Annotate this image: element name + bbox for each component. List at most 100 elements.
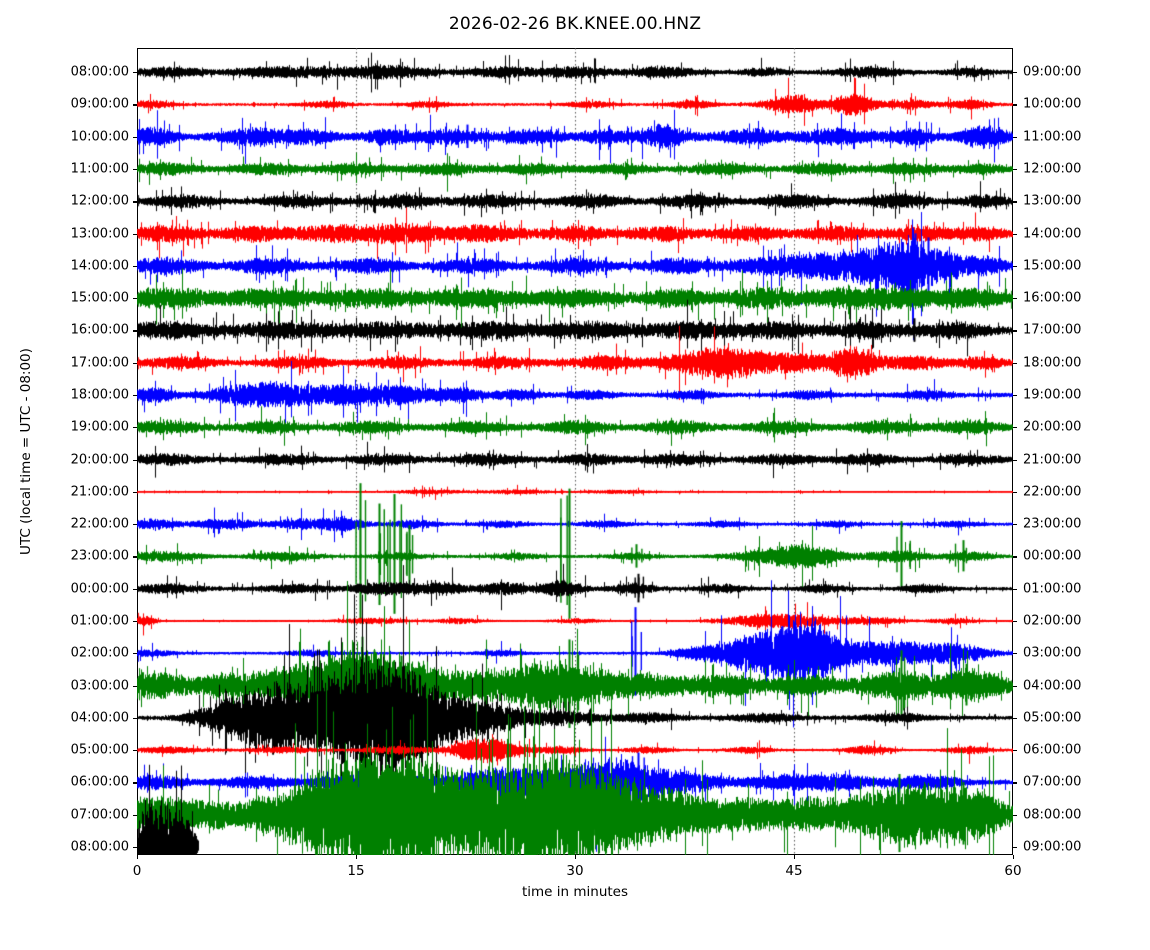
y-tick-label-left: 23:00:00 [70,548,129,564]
x-tick-label: 15 [347,863,365,879]
seismogram-traces-canvas [137,48,1013,855]
y-tick-mark-left [133,524,137,526]
y-tick-label-right: 04:00:00 [1023,678,1082,694]
y-tick-label-left: 09:00:00 [70,96,129,112]
y-tick-label-right: 09:00:00 [1023,839,1082,855]
y-tick-mark-right [1013,298,1017,300]
y-tick-label-left: 20:00:00 [70,452,129,468]
y-tick-label-right: 10:00:00 [1023,96,1082,112]
y-tick-mark-right [1013,782,1017,784]
y-tick-label-right: 19:00:00 [1023,387,1082,403]
y-tick-label-left: 16:00:00 [70,322,129,338]
y-tick-label-left: 05:00:00 [70,742,129,758]
y-tick-mark-left [133,459,137,461]
y-tick-label-right: 08:00:00 [1023,807,1082,823]
x-tick-mark [137,855,139,859]
y-tick-mark-left [133,782,137,784]
y-tick-label-left: 04:00:00 [70,710,129,726]
y-tick-label-left: 10:00:00 [70,129,129,145]
y-tick-mark-right [1013,491,1017,494]
y-tick-label-right: 14:00:00 [1023,226,1082,242]
y-tick-mark-right [1013,653,1017,655]
x-tick-mark [575,855,577,859]
y-tick-label-left: 07:00:00 [70,807,129,823]
y-tick-label-right: 17:00:00 [1023,322,1082,338]
x-tick-label: 0 [132,863,142,879]
y-tick-label-left: 12:00:00 [70,193,129,209]
y-tick-mark-left [133,72,137,74]
y-tick-label-left: 19:00:00 [70,419,129,435]
y-tick-label-left: 17:00:00 [70,355,129,371]
y-tick-mark-left [133,556,137,558]
y-tick-label-right: 20:00:00 [1023,419,1082,435]
y-tick-mark-right [1013,459,1017,461]
y-tick-label-left: 03:00:00 [70,678,129,694]
y-tick-mark-left [133,298,137,300]
y-tick-label-left: 22:00:00 [70,516,129,532]
y-tick-label-right: 09:00:00 [1023,64,1082,80]
y-tick-mark-right [1013,524,1017,526]
y-tick-mark-right [1013,233,1017,235]
y-tick-mark-left [133,104,137,106]
y-tick-label-right: 05:00:00 [1023,710,1082,726]
y-tick-mark-right [1013,104,1017,106]
y-tick-mark-left [133,653,137,655]
y-tick-mark-left [133,750,137,752]
y-tick-mark-right [1013,395,1017,397]
y-tick-label-right: 02:00:00 [1023,613,1082,629]
y-tick-mark-left [133,588,137,590]
y-tick-label-left: 01:00:00 [70,613,129,629]
y-tick-mark-right [1013,717,1017,719]
y-tick-label-right: 21:00:00 [1023,452,1082,468]
y-tick-mark-left [133,362,137,364]
y-tick-label-left: 18:00:00 [70,387,129,403]
y-tick-label-left: 08:00:00 [70,839,129,855]
y-tick-mark-left [133,427,137,429]
y-tick-label-right: 00:00:00 [1023,548,1082,564]
y-tick-label-right: 15:00:00 [1023,258,1082,274]
y-tick-mark-right [1013,169,1017,171]
y-tick-mark-left [133,395,137,397]
y-tick-label-left: 14:00:00 [70,258,129,274]
y-tick-mark-right [1013,330,1017,332]
y-tick-mark-right [1013,846,1017,849]
y-tick-mark-left [133,265,137,268]
y-tick-label-right: 06:00:00 [1023,742,1082,758]
y-tick-label-left: 15:00:00 [70,290,129,306]
y-tick-mark-left [133,136,137,138]
y-tick-mark-right [1013,556,1017,558]
y-tick-mark-left [133,717,137,719]
y-tick-mark-right [1013,620,1017,623]
y-tick-label-right: 18:00:00 [1023,355,1082,371]
y-tick-mark-right [1013,750,1017,752]
x-tick-label: 45 [785,863,803,879]
y-tick-label-right: 03:00:00 [1023,645,1082,661]
x-tick-mark [794,855,796,859]
y-tick-mark-right [1013,588,1017,590]
y-tick-mark-right [1013,72,1017,74]
page-title: 2026-02-26 BK.KNEE.00.HNZ [448,14,702,34]
y-tick-label-right: 12:00:00 [1023,161,1082,177]
y-tick-mark-right [1013,814,1017,816]
y-tick-mark-left [133,233,137,235]
y-tick-mark-left [133,685,137,687]
y-tick-mark-left [133,201,137,203]
y-tick-mark-right [1013,362,1017,364]
x-tick-mark [1013,855,1015,859]
y-tick-mark-left [133,491,137,494]
y-axis-label: UTC (local time = UTC - 08:00) [18,348,34,555]
y-tick-mark-left [133,814,137,816]
y-tick-label-right: 23:00:00 [1023,516,1082,532]
y-tick-mark-left [133,169,137,171]
y-tick-mark-left [133,330,137,332]
y-tick-label-left: 00:00:00 [70,581,129,597]
x-axis-label: time in minutes [521,884,629,900]
y-tick-label-right: 01:00:00 [1023,581,1082,597]
y-tick-mark-left [133,846,137,849]
y-tick-label-right: 07:00:00 [1023,774,1082,790]
y-tick-label-left: 08:00:00 [70,64,129,80]
y-tick-label-right: 16:00:00 [1023,290,1082,306]
y-tick-mark-left [133,620,137,623]
y-tick-label-right: 11:00:00 [1023,129,1082,145]
